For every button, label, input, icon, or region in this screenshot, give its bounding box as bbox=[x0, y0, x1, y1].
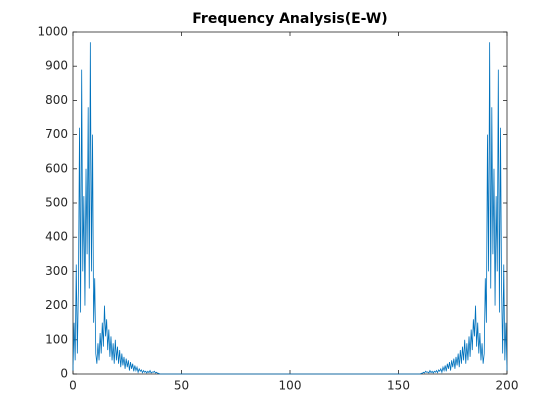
y-tick-label: 0 bbox=[60, 367, 68, 381]
y-tick-label: 400 bbox=[45, 230, 68, 244]
y-tick-label: 300 bbox=[45, 264, 68, 278]
y-tick-label: 500 bbox=[45, 196, 68, 210]
x-tick-label: 200 bbox=[496, 379, 519, 393]
y-tick-label: 800 bbox=[45, 93, 68, 107]
x-tick-label: 50 bbox=[174, 379, 189, 393]
data-line bbox=[72, 42, 508, 375]
x-tick-label: 0 bbox=[69, 379, 77, 393]
y-tick-label: 100 bbox=[45, 332, 68, 346]
x-tick-label: 150 bbox=[387, 379, 410, 393]
y-tick-label: 700 bbox=[45, 127, 68, 141]
y-tick-label: 200 bbox=[45, 298, 68, 312]
axes-box bbox=[72, 31, 508, 375]
x-tick-label: 100 bbox=[279, 379, 302, 393]
chart-title: Frequency Analysis(E-W) bbox=[192, 11, 387, 27]
y-tick-label: 1000 bbox=[37, 25, 68, 39]
y-tick-label: 900 bbox=[45, 59, 68, 73]
y-tick-label: 600 bbox=[45, 161, 68, 175]
